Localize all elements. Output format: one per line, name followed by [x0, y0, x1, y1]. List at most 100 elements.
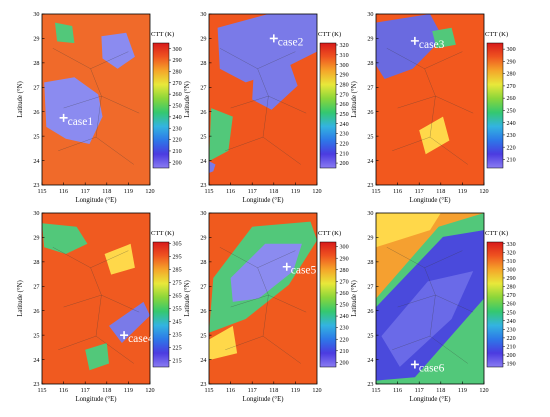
- colorbar-tick-label: 275: [173, 280, 182, 286]
- y-tick-label: 28: [200, 60, 206, 67]
- colorbar-tick-label: 300: [507, 47, 516, 53]
- y-tick-label: 26: [33, 109, 39, 116]
- boundary-line: [262, 96, 269, 138]
- x-tick-label: 118: [102, 188, 111, 195]
- y-tick-label: 25: [367, 133, 373, 140]
- colorbar-tick-label: 200: [340, 161, 349, 167]
- boundary-line: [58, 335, 97, 350]
- panel-6: 115 116 117 118 119 120 23 24 25 26 27 28 29 30 Longit…: [351, 210, 516, 403]
- boundary-line: [52, 48, 91, 69]
- y-axis-label: Latitude (°N): [17, 280, 24, 317]
- boundary-line: [90, 250, 129, 268]
- y-tick-label: 28: [200, 259, 206, 266]
- colorbar: [486, 42, 504, 169]
- colorbar-tick-label: 250: [507, 109, 516, 115]
- colorbar-tick-label: 250: [340, 303, 349, 309]
- boundary-line: [429, 295, 436, 337]
- colorbar-tick-label: 285: [173, 267, 182, 273]
- x-tick-label: 119: [458, 188, 467, 195]
- colorbar-tick-label: 260: [340, 102, 349, 108]
- colorbar-tick-label: 280: [340, 268, 349, 274]
- y-tick-label: 25: [200, 133, 206, 140]
- x-tick-label: 118: [269, 387, 278, 394]
- boundary-line: [424, 250, 463, 268]
- colorbar-tick-label: 280: [507, 72, 516, 78]
- colorbar-title: CTT (K): [318, 230, 341, 237]
- case-marker: [410, 36, 419, 45]
- x-tick-label: 120: [479, 188, 488, 195]
- x-tick-label: 117: [81, 387, 90, 394]
- y-tick-label: 29: [200, 36, 206, 43]
- y-axis-label: Latitude (°N): [184, 280, 191, 317]
- case-label: case4: [128, 333, 154, 345]
- colorbar-tick-label: 270: [507, 84, 516, 90]
- boundary-line: [63, 294, 102, 308]
- x-tick-label: 119: [291, 188, 300, 195]
- colorbar-tick-label: 300: [173, 47, 182, 53]
- cloud-region: [432, 27, 456, 49]
- x-tick-label: 116: [59, 387, 68, 394]
- boundary-line: [52, 247, 91, 268]
- y-axis-label: Latitude (°N): [351, 280, 358, 317]
- map-frame: [41, 212, 151, 385]
- y-tick-label: 30: [200, 210, 206, 217]
- colorbar-tick-label: 210: [340, 349, 349, 355]
- panel-2: 115 116 117 118 119 120 23 24 25 26 27 28 29 30 Longit…: [184, 11, 349, 204]
- colorbar-tick-label: 310: [340, 53, 349, 59]
- case-marker: [410, 360, 419, 369]
- boundary-line: [90, 68, 102, 97]
- colorbar-tick-label: 240: [340, 314, 349, 320]
- x-tick-label: 117: [248, 387, 257, 394]
- boundary-line: [90, 267, 102, 296]
- cloud-region: [42, 223, 88, 254]
- boundary-line: [429, 96, 436, 138]
- y-tick-label: 30: [33, 210, 39, 217]
- x-axis-label: Longitude (°E): [409, 396, 450, 403]
- case-marker: [269, 34, 278, 43]
- x-tick-label: 116: [393, 387, 402, 394]
- colorbar-tick-label: 230: [340, 326, 349, 332]
- y-tick-label: 26: [367, 308, 373, 315]
- cloud-region: [101, 32, 135, 69]
- boundary-line: [90, 51, 129, 69]
- boundary-line: [429, 136, 468, 165]
- x-tick-label: 119: [458, 387, 467, 394]
- boundary-line: [219, 48, 258, 69]
- y-tick-label: 26: [33, 308, 39, 315]
- colorbar-tick-label: 260: [340, 291, 349, 297]
- boundary-line: [429, 335, 468, 364]
- boundary-line: [225, 136, 264, 151]
- y-tick-label: 23: [200, 182, 206, 189]
- colorbar-title: CTT (K): [151, 230, 174, 237]
- colorbar-tick-label: 290: [507, 59, 516, 65]
- boundary-line: [257, 51, 296, 69]
- colorbar: [152, 42, 170, 169]
- colorbar-title: CTT (K): [318, 31, 341, 38]
- x-tick-label: 115: [371, 387, 380, 394]
- case-label: case1: [68, 116, 94, 128]
- colorbar-tick-label: 250: [173, 104, 182, 110]
- boundary-line: [63, 95, 102, 109]
- colorbar-tick-label: 270: [173, 81, 182, 87]
- colorbar-tick-label: 305: [173, 241, 182, 247]
- boundary-line: [95, 136, 134, 165]
- x-tick-label: 115: [37, 188, 46, 195]
- boundary-line: [392, 136, 431, 151]
- cloud-region: [230, 243, 302, 302]
- x-tick-label: 116: [393, 188, 402, 195]
- boundary-line: [268, 95, 307, 114]
- boundary-line: [397, 95, 436, 109]
- x-tick-label: 118: [436, 188, 445, 195]
- boundary-line: [101, 294, 140, 313]
- y-tick-label: 23: [367, 182, 373, 189]
- colorbar-tick-label: 265: [173, 293, 182, 299]
- panel-1: 115 116 117 118 119 120 23 24 25 26 27 28 29 30 Longit…: [17, 11, 182, 204]
- y-tick-label: 26: [200, 308, 206, 315]
- boundary-line: [424, 68, 436, 97]
- x-axis-label: Longitude (°E): [242, 396, 283, 403]
- y-tick-label: 28: [367, 259, 373, 266]
- case-label: case2: [278, 36, 304, 48]
- colorbar-title: CTT (K): [485, 31, 508, 38]
- y-tick-label: 24: [33, 357, 39, 364]
- colorbar-tick-label: 330: [507, 242, 516, 248]
